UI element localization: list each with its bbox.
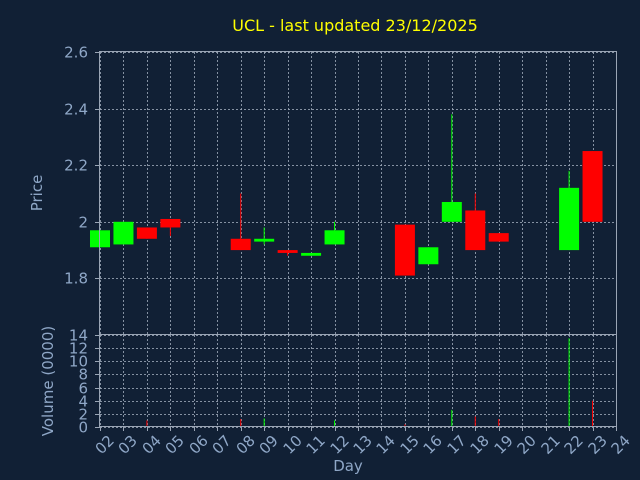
volume-tick-label: 0 bbox=[78, 419, 88, 437]
candle-body bbox=[465, 210, 486, 251]
price-y-ticks: 1.8 2 2.2 2.4 2.6 bbox=[64, 44, 100, 288]
volume-bars bbox=[146, 338, 594, 427]
price-axis-label: Price bbox=[28, 175, 46, 212]
x-tick-label: 14 bbox=[373, 432, 399, 458]
candle-body bbox=[277, 250, 298, 253]
candle bbox=[394, 224, 415, 276]
candle-body bbox=[113, 221, 134, 245]
price-panel: 1.8 2 2.2 2.4 2.6 Price bbox=[28, 44, 617, 335]
chart-title: UCL - last updated 23/12/2025 bbox=[232, 16, 478, 35]
candle bbox=[441, 114, 462, 222]
x-tick-label: 07 bbox=[209, 432, 235, 458]
x-axis-label: Day bbox=[333, 457, 363, 475]
candle bbox=[301, 252, 322, 256]
volume-tick-label: 8 bbox=[78, 366, 88, 384]
volume-tick-label: 10 bbox=[69, 353, 88, 371]
candle bbox=[113, 221, 134, 245]
candle bbox=[559, 170, 580, 251]
candle bbox=[324, 221, 345, 245]
candle-body bbox=[230, 238, 251, 251]
x-tick-label: 22 bbox=[561, 432, 587, 458]
candle-body bbox=[582, 151, 603, 222]
x-tick-label: 03 bbox=[115, 432, 141, 458]
candle bbox=[465, 193, 486, 251]
price-tick-label: 2 bbox=[78, 214, 88, 232]
volume-grid bbox=[100, 335, 617, 428]
volume-tick-label: 6 bbox=[78, 380, 88, 398]
volume-axis-label: Volume (0000) bbox=[39, 326, 57, 436]
volume-tick-label: 2 bbox=[78, 406, 88, 424]
x-tick-label: 18 bbox=[467, 432, 493, 458]
x-tick-label: 16 bbox=[420, 432, 446, 458]
candle-body bbox=[160, 218, 181, 228]
volume-tick-label: 4 bbox=[78, 393, 88, 411]
candle-body bbox=[324, 230, 345, 245]
candle bbox=[254, 227, 275, 245]
x-axis: 0203040506070809101112131415161718192021… bbox=[92, 427, 634, 458]
candle bbox=[160, 218, 181, 236]
candle bbox=[136, 227, 157, 239]
candle bbox=[488, 233, 509, 242]
candle-body bbox=[254, 238, 275, 242]
candle-body bbox=[418, 247, 439, 265]
candle-body bbox=[488, 233, 509, 242]
candle bbox=[230, 193, 251, 251]
volume-tick-label: 12 bbox=[69, 340, 88, 358]
candle-body bbox=[301, 252, 322, 256]
candle-body bbox=[559, 187, 580, 251]
volume-plot-frame bbox=[99, 334, 617, 427]
candle-body bbox=[136, 227, 157, 239]
x-tick-label: 24 bbox=[608, 432, 634, 458]
candle-body bbox=[394, 224, 415, 276]
price-tick-label: 2.4 bbox=[64, 101, 88, 119]
candle bbox=[277, 250, 298, 256]
volume-tick-label: 14 bbox=[69, 327, 88, 345]
price-grid bbox=[100, 52, 617, 335]
price-tick-label: 2.2 bbox=[64, 157, 88, 175]
candle bbox=[418, 247, 439, 265]
x-tick-label: 11 bbox=[303, 432, 329, 458]
price-tick-label: 2.6 bbox=[64, 44, 88, 62]
candle-body bbox=[441, 201, 462, 222]
x-tick-label: 05 bbox=[162, 432, 188, 458]
x-tick-label: 20 bbox=[514, 432, 540, 458]
x-tick-label: 09 bbox=[256, 432, 282, 458]
candles bbox=[90, 114, 603, 276]
candle bbox=[582, 151, 603, 222]
price-tick-label: 1.8 bbox=[64, 270, 88, 288]
